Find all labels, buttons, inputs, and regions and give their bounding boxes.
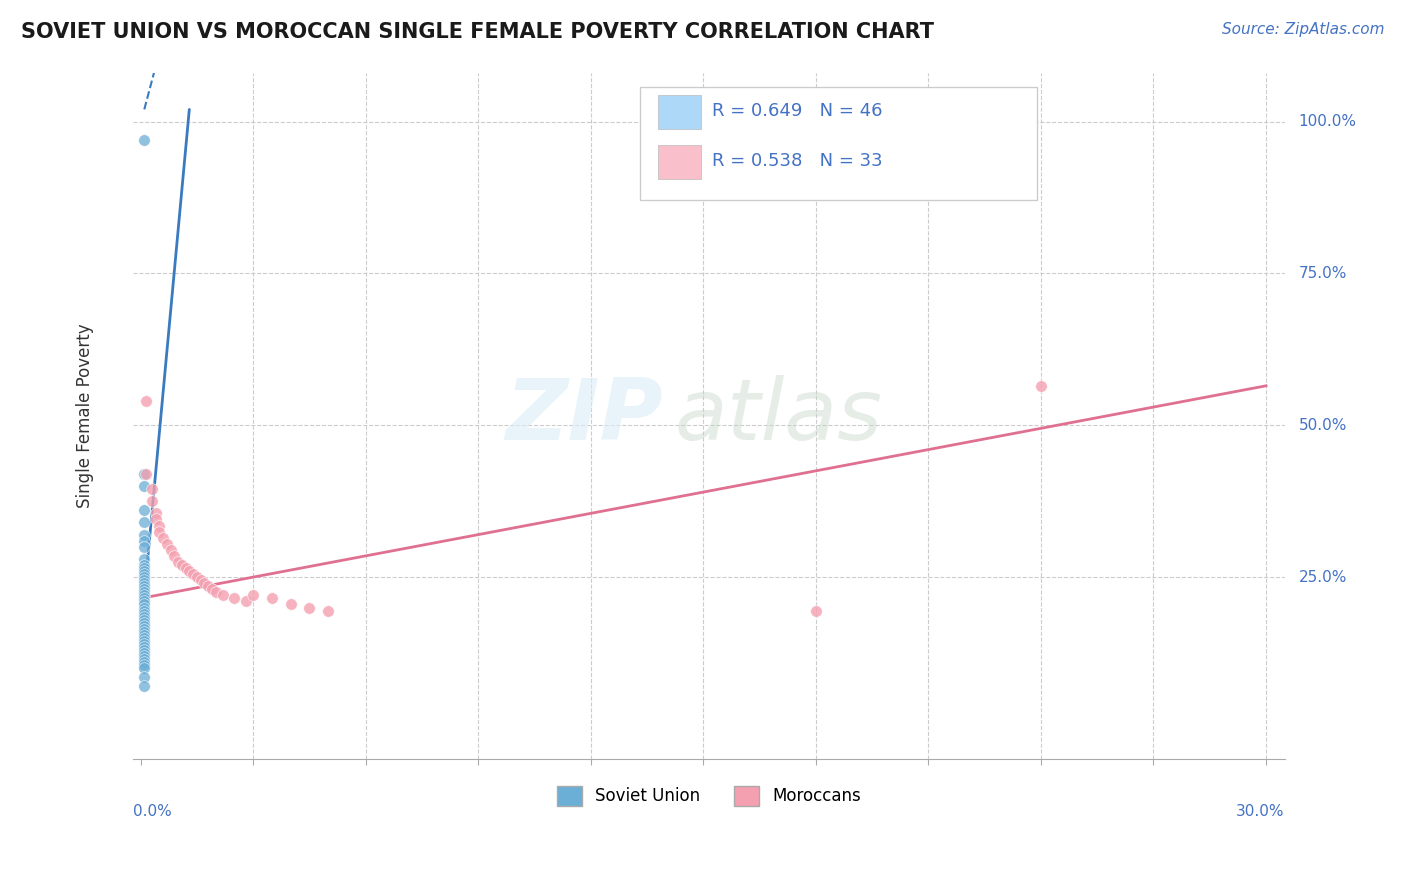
Point bbox=[170, 558, 193, 572]
Text: 50.0%: 50.0% bbox=[1299, 417, 1347, 433]
Point bbox=[134, 533, 156, 548]
Point bbox=[134, 558, 156, 572]
Text: R = 0.649   N = 46: R = 0.649 N = 46 bbox=[713, 102, 883, 120]
Point bbox=[135, 394, 157, 409]
Point bbox=[159, 542, 181, 557]
Point bbox=[134, 607, 156, 621]
Point bbox=[148, 518, 170, 533]
Point bbox=[141, 494, 163, 508]
Point bbox=[804, 603, 827, 617]
Point bbox=[134, 631, 156, 645]
Point bbox=[134, 643, 156, 657]
Point bbox=[134, 540, 156, 554]
Point bbox=[181, 567, 204, 582]
Point bbox=[163, 549, 186, 563]
FancyBboxPatch shape bbox=[640, 87, 1038, 200]
FancyBboxPatch shape bbox=[658, 145, 700, 179]
Point bbox=[134, 588, 156, 602]
Point bbox=[224, 591, 246, 606]
Point bbox=[145, 512, 167, 526]
Point bbox=[134, 573, 156, 587]
Point bbox=[134, 622, 156, 636]
Point bbox=[1029, 379, 1052, 393]
Point bbox=[134, 658, 156, 673]
Text: atlas: atlas bbox=[675, 375, 883, 458]
Point bbox=[204, 585, 226, 599]
Point bbox=[134, 585, 156, 599]
Text: 75.0%: 75.0% bbox=[1299, 266, 1347, 281]
Point bbox=[316, 603, 339, 617]
Text: 0.0%: 0.0% bbox=[134, 804, 172, 819]
Point bbox=[134, 591, 156, 606]
Point bbox=[186, 570, 208, 584]
Text: Source: ZipAtlas.com: Source: ZipAtlas.com bbox=[1222, 22, 1385, 37]
Point bbox=[145, 507, 167, 521]
Point bbox=[179, 564, 201, 578]
Text: SOVIET UNION VS MOROCCAN SINGLE FEMALE POVERTY CORRELATION CHART: SOVIET UNION VS MOROCCAN SINGLE FEMALE P… bbox=[21, 22, 934, 42]
Point bbox=[134, 640, 156, 654]
Point bbox=[260, 591, 283, 606]
Point bbox=[134, 579, 156, 593]
Point bbox=[235, 594, 257, 608]
Text: Single Female Poverty: Single Female Poverty bbox=[76, 324, 94, 508]
Point bbox=[134, 628, 156, 642]
Point bbox=[134, 564, 156, 578]
FancyBboxPatch shape bbox=[658, 95, 700, 129]
Point bbox=[212, 588, 235, 602]
Point bbox=[132, 467, 155, 481]
Point bbox=[132, 503, 155, 517]
Point bbox=[174, 561, 197, 575]
Point bbox=[134, 570, 156, 584]
Point bbox=[134, 609, 156, 624]
Point bbox=[135, 467, 157, 481]
Point bbox=[134, 576, 156, 591]
Point bbox=[134, 561, 156, 575]
Text: R = 0.538   N = 33: R = 0.538 N = 33 bbox=[713, 152, 883, 169]
Point bbox=[134, 619, 156, 633]
Text: 100.0%: 100.0% bbox=[1299, 114, 1357, 129]
Point bbox=[132, 133, 155, 147]
Point bbox=[134, 680, 156, 694]
Point bbox=[201, 582, 224, 597]
Point bbox=[134, 600, 156, 615]
Point bbox=[298, 600, 321, 615]
Point bbox=[134, 624, 156, 639]
Point bbox=[134, 649, 156, 664]
Point bbox=[134, 634, 156, 648]
Point bbox=[134, 670, 156, 684]
Point bbox=[190, 573, 212, 587]
Legend: Soviet Union, Moroccans: Soviet Union, Moroccans bbox=[550, 779, 868, 813]
Point bbox=[134, 615, 156, 630]
Point bbox=[134, 603, 156, 617]
Point bbox=[280, 598, 302, 612]
Point bbox=[156, 537, 179, 551]
Text: ZIP: ZIP bbox=[505, 375, 662, 458]
Point bbox=[193, 576, 215, 591]
Point bbox=[134, 582, 156, 597]
Point bbox=[167, 555, 190, 569]
Point bbox=[134, 646, 156, 660]
Point bbox=[141, 482, 163, 496]
Point bbox=[152, 531, 174, 545]
Point bbox=[134, 655, 156, 669]
Point bbox=[134, 598, 156, 612]
Point bbox=[134, 567, 156, 582]
Point bbox=[132, 479, 155, 493]
Text: 25.0%: 25.0% bbox=[1299, 570, 1347, 584]
Point bbox=[134, 637, 156, 651]
Point bbox=[132, 516, 155, 530]
Point bbox=[134, 552, 156, 566]
Point bbox=[134, 594, 156, 608]
Point bbox=[242, 588, 264, 602]
Point bbox=[148, 524, 170, 539]
Text: 30.0%: 30.0% bbox=[1236, 804, 1285, 819]
Point bbox=[197, 579, 219, 593]
Point bbox=[134, 613, 156, 627]
Point bbox=[134, 652, 156, 666]
Point bbox=[134, 661, 156, 675]
Point bbox=[134, 527, 156, 541]
